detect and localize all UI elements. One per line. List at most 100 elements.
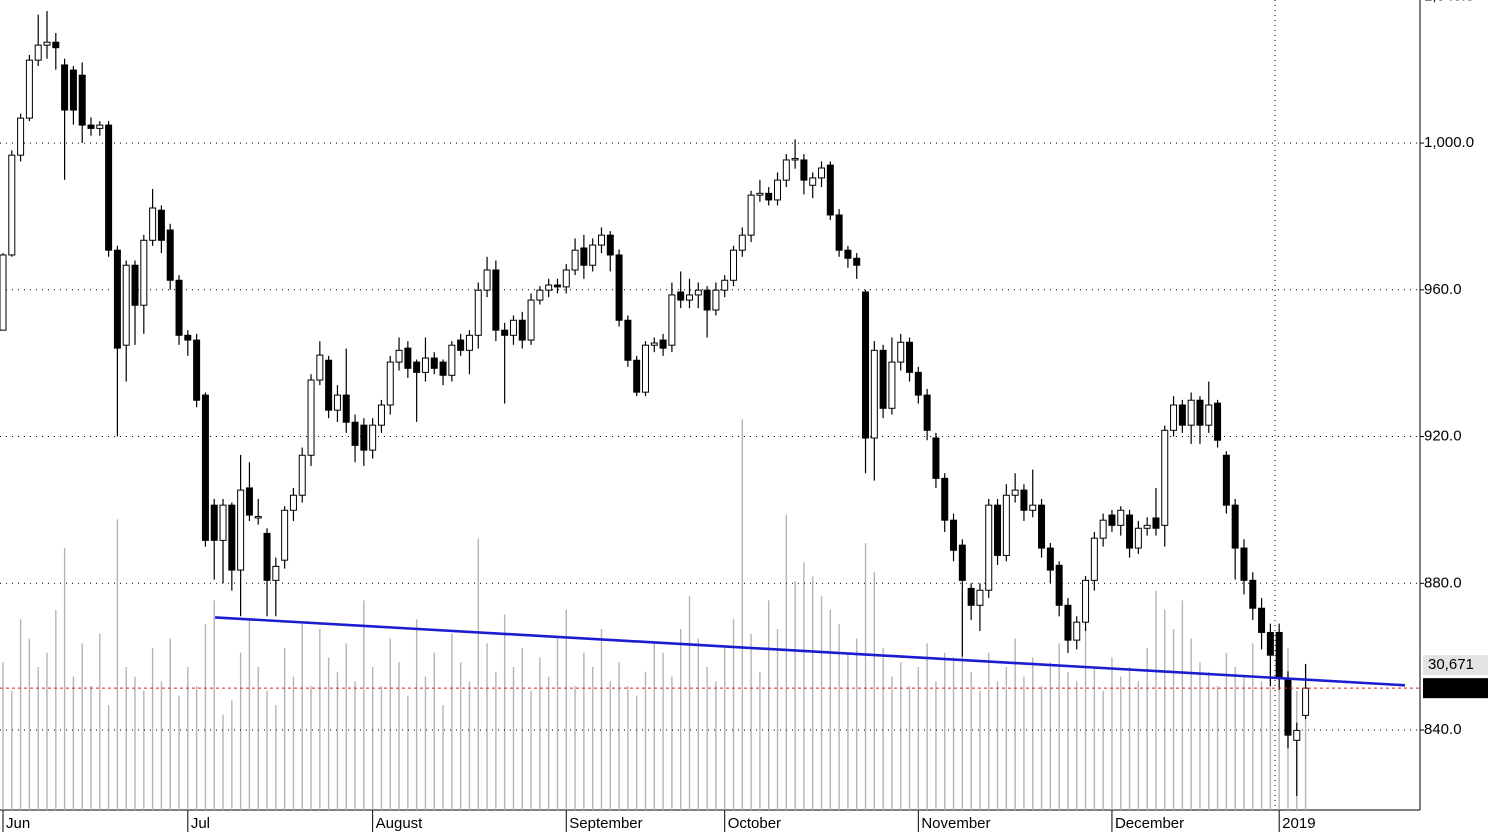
candle-body: [1231, 504, 1239, 549]
candle-body: [131, 264, 139, 306]
candle-body: [738, 234, 746, 251]
candle-body: [1187, 399, 1195, 426]
candle-body: [1090, 537, 1098, 581]
candle-body: [589, 244, 597, 266]
candle-body: [527, 299, 535, 341]
candle-body: [52, 41, 60, 49]
trendline: [215, 616, 1406, 687]
candle-body: [122, 264, 130, 346]
candle-body: [342, 394, 350, 423]
candle-body: [1214, 402, 1222, 441]
candle-body: [826, 164, 834, 216]
candle-body: [1108, 514, 1116, 526]
candle-body: [677, 291, 685, 301]
candle-body: [166, 229, 174, 281]
candle-body: [747, 194, 755, 236]
candle-body: [1152, 517, 1160, 529]
candle-body: [1275, 631, 1283, 679]
candle-body: [8, 154, 16, 256]
y-tick-label: 880.0: [1424, 574, 1462, 591]
candle-body: [1126, 514, 1134, 549]
candle-body: [325, 359, 333, 411]
candle-body: [316, 354, 324, 381]
candle-body: [1038, 504, 1046, 549]
candle-body: [685, 294, 693, 301]
candle-body: [1266, 631, 1274, 656]
candle-body: [245, 487, 253, 516]
candle-body: [43, 41, 51, 46]
last-price-label: 851.41: [1428, 679, 1474, 696]
candle-body: [404, 347, 412, 369]
candle-body: [465, 334, 473, 351]
candle-body: [1302, 687, 1310, 716]
y-tick-label: 1,040.0: [1424, 0, 1474, 4]
candle-body: [1117, 509, 1125, 526]
candle-body: [395, 349, 403, 363]
candle-body: [950, 519, 958, 551]
candle-body: [985, 504, 993, 591]
candle-body: [439, 361, 447, 376]
candle-body: [1099, 519, 1107, 539]
candle-body: [360, 424, 368, 451]
candle-body: [580, 247, 588, 266]
x-tick-label: August: [376, 815, 424, 832]
y-tick-label: 960.0: [1424, 281, 1462, 298]
x-tick-label: November: [921, 815, 990, 832]
candle-body: [210, 504, 218, 541]
candle-body: [703, 289, 711, 311]
candle-body: [377, 404, 385, 426]
candle-body: [615, 254, 623, 321]
x-tick-label: October: [728, 815, 781, 832]
candle-body: [562, 269, 570, 288]
candle-body: [756, 192, 764, 196]
candle-body: [571, 249, 579, 271]
candle-body: [1064, 604, 1072, 641]
candle-body: [765, 192, 773, 201]
candle-body: [976, 589, 984, 606]
candle-body: [906, 341, 914, 373]
candle-body: [518, 319, 526, 341]
candle-body: [1240, 547, 1248, 581]
candle-body: [501, 329, 509, 336]
candle-body: [941, 477, 949, 521]
candle-body: [298, 454, 306, 496]
candle-body: [774, 179, 782, 201]
candle-body: [897, 341, 905, 363]
candle-body: [492, 269, 500, 331]
candle-body: [1046, 547, 1054, 571]
candle-body: [34, 44, 42, 61]
candle-body: [113, 249, 121, 349]
candle-body: [96, 124, 104, 129]
candle-body: [483, 269, 491, 291]
candle-body: [624, 319, 632, 361]
candle-body: [175, 279, 183, 336]
candle-body: [149, 207, 157, 241]
candle-body: [932, 437, 940, 479]
candle-body: [333, 394, 341, 411]
candle-body: [844, 249, 852, 259]
candle-body: [553, 284, 561, 288]
candle-body: [791, 157, 799, 161]
candle-body: [967, 587, 975, 606]
candle-body: [888, 361, 896, 409]
candle-body: [201, 394, 209, 541]
candle-body: [1020, 489, 1028, 511]
candle-body: [448, 344, 456, 376]
volume-label-box: [1423, 655, 1488, 676]
candle-body: [729, 249, 737, 281]
candle-body: [421, 357, 429, 373]
candle-body: [193, 339, 201, 401]
candle-body: [870, 349, 878, 439]
candle-body: [835, 214, 843, 251]
candle-body: [659, 339, 667, 349]
candle-body: [509, 319, 517, 336]
candle-body: [1143, 524, 1151, 529]
candle-body: [1055, 564, 1063, 606]
candle-body: [1029, 504, 1037, 511]
volume-label: 30,671: [1428, 656, 1474, 673]
candle-body: [1249, 579, 1257, 609]
candle-body: [809, 177, 817, 186]
candle-body: [1205, 404, 1213, 426]
x-tick-label: Jul: [191, 815, 210, 832]
candle-body: [281, 509, 289, 561]
